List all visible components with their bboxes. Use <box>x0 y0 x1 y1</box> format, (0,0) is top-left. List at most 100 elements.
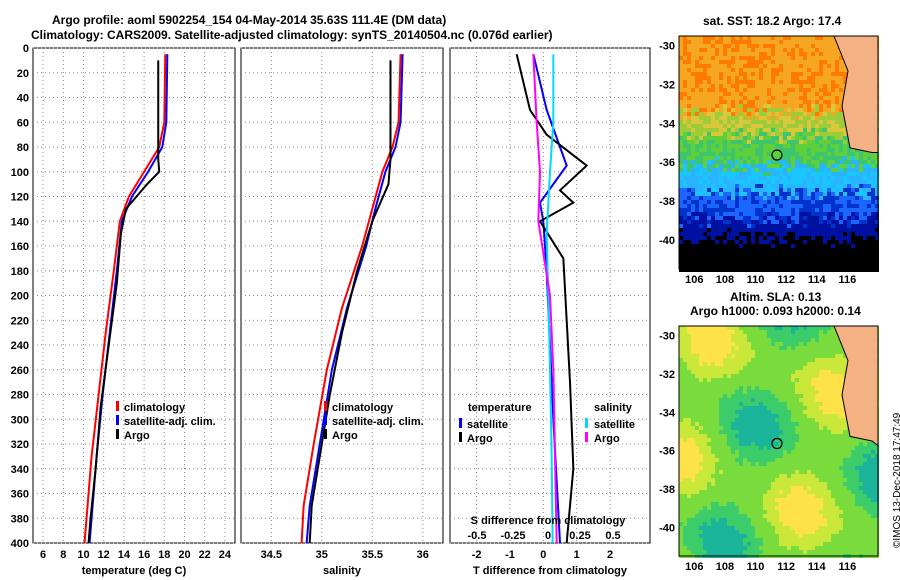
sst-map <box>678 35 879 272</box>
x-tick-label: 35 <box>316 549 328 561</box>
depth-tick-label: 160 <box>11 241 29 253</box>
map-x-tick-label: 116 <box>839 274 857 286</box>
map-y-tick-label: -38 <box>659 196 675 208</box>
x-tick-label: 2 <box>607 549 613 561</box>
map-x-tick-label: 114 <box>808 274 827 286</box>
legend-label: satellite-adj. clim. <box>124 416 216 428</box>
legend-swatch <box>459 432 462 442</box>
map-y-tick-label: -32 <box>659 369 675 381</box>
map-x-tick-label: 112 <box>777 561 795 573</box>
depth-tick-label: 220 <box>11 315 29 327</box>
depth-tick-label: 400 <box>11 538 29 550</box>
depth-tick-label: 40 <box>17 93 29 105</box>
x-tick-label: 18 <box>158 549 170 561</box>
sla-map <box>678 325 879 558</box>
map-x-tick-label: 106 <box>685 274 703 286</box>
depth-tick-label: 120 <box>11 192 29 204</box>
x-tick-label: -2 <box>472 549 482 561</box>
depth-tick-label: 200 <box>11 291 29 303</box>
sst-map-title: sat. SST: 18.2 Argo: 17.4 <box>703 14 842 28</box>
x-tick-label: 12 <box>98 549 110 561</box>
argo-location-marker <box>771 149 783 161</box>
series-argo <box>308 60 392 544</box>
x-axis-label: temperature (deg C) <box>82 565 187 577</box>
x-tick-label: 0 <box>540 549 546 561</box>
map-x-tick-label: 106 <box>685 561 703 573</box>
title-line-1: Argo profile: aoml 5902254_154 04-May-20… <box>52 13 447 27</box>
x-tick-label: 34.5 <box>261 549 282 561</box>
s-diff-tick-label: 0.5 <box>605 530 620 542</box>
s-diff-tick-label: 0.25 <box>569 530 590 542</box>
legend-swatch <box>459 418 462 428</box>
map-frame <box>678 35 879 270</box>
depth-tick-label: 20 <box>17 68 29 80</box>
depth-tick-label: 280 <box>11 390 29 402</box>
x-tick-label: 22 <box>199 549 211 561</box>
x-tick-label: 1 <box>574 549 580 561</box>
x-axis-label: salinity <box>323 565 362 577</box>
x-tick-label: -1 <box>505 549 515 561</box>
map-y-tick-label: -40 <box>659 522 675 534</box>
legend-swatch <box>585 432 588 442</box>
legend-label: climatology <box>124 402 186 414</box>
series-climatology <box>300 54 402 544</box>
series-satellite-adj-clim- <box>305 54 404 544</box>
s-diff-axis-title: S difference from climatology <box>471 515 627 527</box>
title-line-2: Climatology: CARS2009. Satellite-adjuste… <box>31 28 553 42</box>
map-y-tick-label: -30 <box>659 331 675 343</box>
argo-location-marker <box>771 437 783 450</box>
legend-swatch <box>324 415 327 425</box>
legend-swatch <box>324 429 327 439</box>
depth-tick-label: 100 <box>11 167 29 179</box>
legend-swatch <box>116 429 119 439</box>
sla-map-title-2: Argo h1000: 0.093 h2000: 0.14 <box>690 304 861 318</box>
x-tick-label: 35.5 <box>362 549 383 561</box>
map-y-tick-label: -36 <box>659 157 675 169</box>
x-tick-label: 16 <box>138 549 150 561</box>
legend-swatch <box>116 415 119 425</box>
depth-tick-label: 180 <box>11 266 29 278</box>
map-x-tick-label: 112 <box>777 274 795 286</box>
series-s-satellite <box>545 54 555 544</box>
depth-tick-label: 140 <box>11 216 29 228</box>
map-y-tick-label: -38 <box>659 484 675 496</box>
x-tick-label: 14 <box>118 549 131 561</box>
map-x-tick-label: 108 <box>716 274 734 286</box>
depth-tick-label: 360 <box>11 489 29 501</box>
legend-title: salinity <box>594 402 633 414</box>
depth-tick-label: 320 <box>11 439 29 451</box>
series-t-argo <box>515 53 589 544</box>
map-x-tick-label: 116 <box>839 561 857 573</box>
x-tick-label: 36 <box>417 549 429 561</box>
series-climatology <box>83 54 167 544</box>
legend-swatch <box>585 418 588 428</box>
legend-label: Argo <box>467 433 493 445</box>
legend-label: Argo <box>332 430 358 442</box>
legend-label: satellite-adj. clim. <box>332 416 424 428</box>
map-frame <box>678 325 879 557</box>
legend-label: satellite <box>467 419 508 431</box>
map-x-tick-label: 110 <box>747 561 765 573</box>
s-diff-tick-label: 0 <box>545 530 551 542</box>
map-y-tick-label: -40 <box>659 235 675 247</box>
legend-label: satellite <box>594 419 635 431</box>
legend-label: climatology <box>332 402 394 414</box>
series-argo <box>87 60 161 544</box>
depth-tick-label: 260 <box>11 365 29 377</box>
legend-label: Argo <box>124 430 150 442</box>
depth-tick-label: 300 <box>11 414 29 426</box>
x-tick-label: 8 <box>60 549 66 561</box>
legend-swatch <box>116 401 119 411</box>
map-x-tick-label: 110 <box>747 274 765 286</box>
series-s-argo <box>532 54 558 544</box>
map-y-tick-label: -34 <box>659 407 676 419</box>
map-x-tick-label: 114 <box>808 561 827 573</box>
legend-swatch <box>324 401 327 411</box>
depth-tick-label: 0 <box>23 43 29 55</box>
map-y-tick-label: -36 <box>659 446 675 458</box>
legend-label: Argo <box>594 433 620 445</box>
imos-credit: ©IMOS 13-Dec-2018 17:47:49 <box>892 412 900 548</box>
s-diff-tick-label: -0.25 <box>500 530 525 542</box>
depth-tick-label: 380 <box>11 513 29 525</box>
